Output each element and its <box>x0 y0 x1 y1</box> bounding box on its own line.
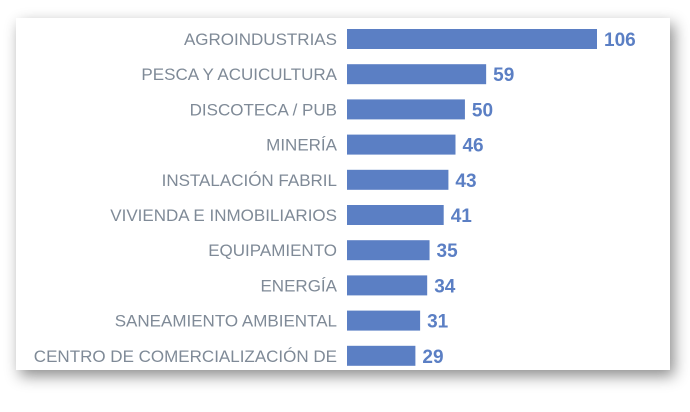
value-label: 29 <box>422 347 443 368</box>
bar <box>347 169 449 190</box>
value-label: 106 <box>604 30 636 51</box>
bar <box>347 310 421 331</box>
bar-chart: AGROINDUSTRIAS 106 PESCA Y ACUICULTURA 59 DI… <box>34 29 636 368</box>
category-label: CENTRO DE COMERCIALIZACIÓN DE <box>34 347 337 366</box>
value-label: 43 <box>455 171 476 192</box>
value-label: 41 <box>451 206 473 227</box>
value-label: 34 <box>434 276 456 297</box>
bar <box>347 240 430 261</box>
value-label: 59 <box>493 65 514 86</box>
category-label: PESCA Y ACUICULTURA <box>141 65 337 84</box>
bar <box>347 64 487 85</box>
category-label: INSTALACIÓN FABRIL <box>162 171 337 190</box>
bar <box>347 275 428 296</box>
category-label: AGROINDUSTRIAS <box>184 30 337 49</box>
bar <box>347 99 465 120</box>
category-label: ENERGÍA <box>260 276 337 295</box>
bar <box>347 134 456 155</box>
value-label: 46 <box>462 136 483 157</box>
bar <box>347 205 444 225</box>
value-label: 35 <box>437 241 459 262</box>
bar <box>347 29 597 49</box>
chart-card: AGROINDUSTRIAS 106 PESCA Y ACUICULTURA 59 DI… <box>16 18 670 370</box>
category-label: MINERÍA <box>266 136 338 155</box>
category-label: EQUIPAMIENTO <box>208 241 337 260</box>
value-label: 50 <box>472 100 493 121</box>
value-label: 31 <box>427 312 449 333</box>
bar <box>347 345 416 366</box>
category-label: VIVIENDA E INMOBILIARIOS <box>110 206 337 225</box>
category-label: DISCOTECA / PUB <box>190 100 337 119</box>
category-label: SANEAMIENTO AMBIENTAL <box>115 312 337 331</box>
